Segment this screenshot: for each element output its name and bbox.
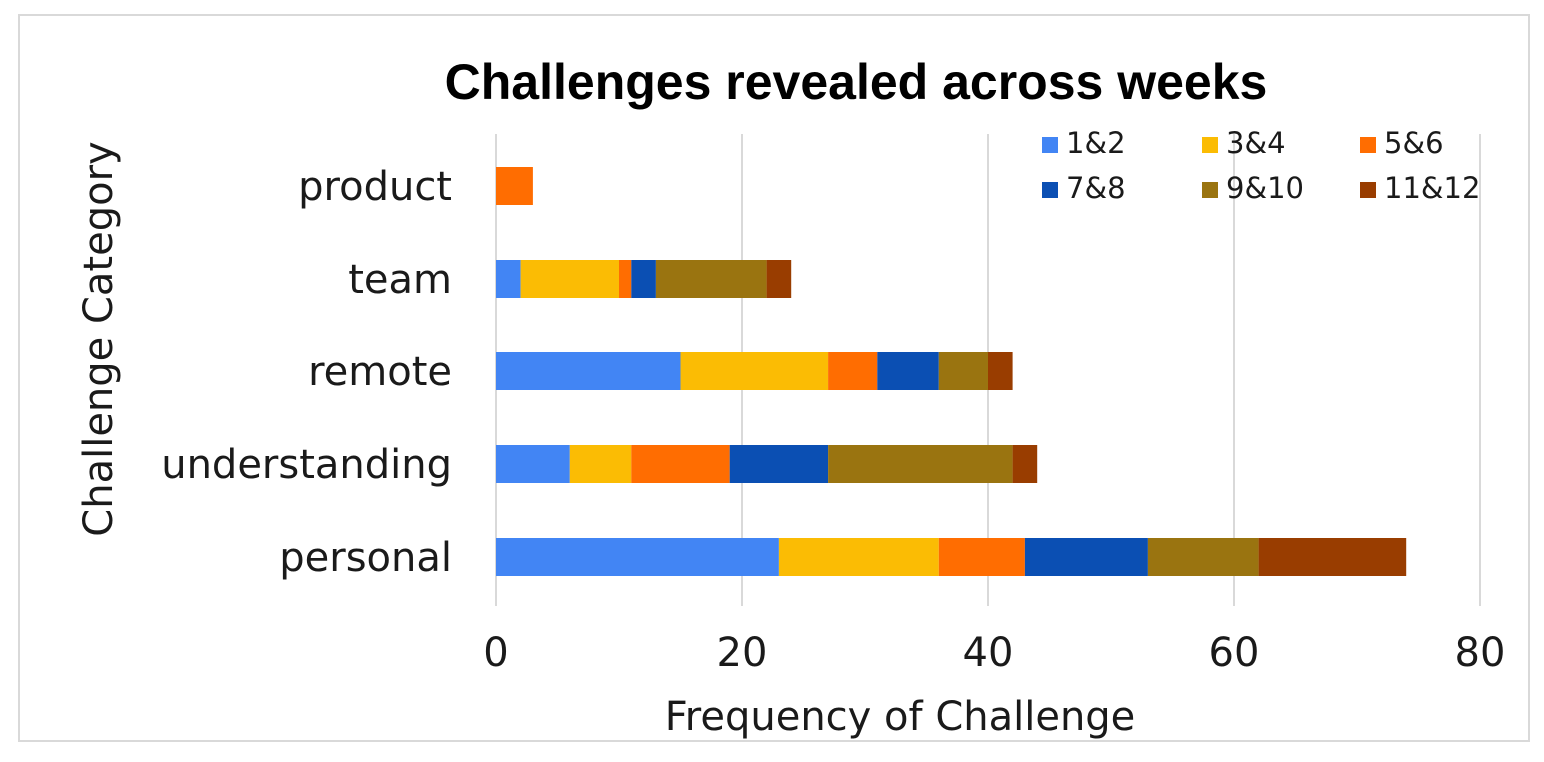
legend-label: 1&2: [1066, 126, 1126, 160]
bar-segment: [828, 352, 878, 390]
x-tick-label: 40: [963, 630, 1014, 676]
bar-segment: [569, 445, 632, 483]
bar-segment: [496, 260, 521, 298]
bar-segment: [1147, 538, 1259, 576]
bar-segment: [1024, 538, 1148, 576]
bars: [496, 167, 1407, 576]
bar-segment: [520, 260, 619, 298]
category-label: understanding: [161, 442, 452, 488]
bar-segment: [496, 445, 570, 483]
bar-segment: [729, 445, 829, 483]
bar-segment: [778, 538, 939, 576]
bar-segment: [988, 352, 1013, 390]
chart-title: Challenges revealed across weeks: [445, 54, 1268, 110]
legend-label: 11&12: [1384, 171, 1480, 205]
bar-segment: [877, 352, 939, 390]
x-tick-labels: 0 20 40 60 80: [483, 630, 1505, 676]
bar-segment: [655, 260, 767, 298]
legend-label: 3&4: [1226, 126, 1286, 160]
legend-swatch: [1360, 182, 1376, 198]
bar-segment: [1258, 538, 1407, 576]
bar-segment: [496, 538, 779, 576]
bar-segment: [496, 167, 533, 205]
bar-segment: [766, 260, 792, 298]
x-axis-title: Frequency of Challenge: [665, 694, 1136, 740]
legend-label: 9&10: [1226, 171, 1304, 205]
x-tick-label: 20: [717, 630, 768, 676]
legend-label: 5&6: [1384, 126, 1444, 160]
legend-swatch: [1042, 182, 1058, 198]
category-label: personal: [279, 535, 452, 581]
y-axis-title: Challenge Category: [76, 141, 122, 536]
legend-swatch: [1042, 137, 1058, 153]
x-tick-label: 0: [483, 630, 508, 676]
x-tick-label: 60: [1209, 630, 1260, 676]
stacked-bar-chart: Challenges revealed across weeks Challen…: [76, 54, 1505, 740]
bar-segment: [631, 260, 656, 298]
legend-swatch: [1202, 182, 1218, 198]
legend-swatch: [1360, 137, 1376, 153]
legend-label: 7&8: [1066, 171, 1126, 205]
bar-segment: [1012, 445, 1038, 483]
category-label: team: [348, 257, 452, 303]
category-label: remote: [308, 349, 452, 395]
category-label: product: [298, 164, 452, 210]
legend: 1&2 3&4 5&6 7&8 9&10 11&12: [1042, 126, 1480, 205]
bar-segment: [631, 445, 730, 483]
bar-segment: [938, 352, 988, 390]
bar-segment: [496, 352, 681, 390]
bar-segment: [680, 352, 829, 390]
bar-segment: [938, 538, 1025, 576]
legend-swatch: [1202, 137, 1218, 153]
chart-frame: Challenges revealed across weeks Challen…: [18, 14, 1530, 742]
x-tick-label: 80: [1455, 630, 1506, 676]
bar-segment: [619, 260, 632, 298]
category-labels: product team remote understanding personal: [161, 164, 452, 581]
bar-segment: [828, 445, 1013, 483]
